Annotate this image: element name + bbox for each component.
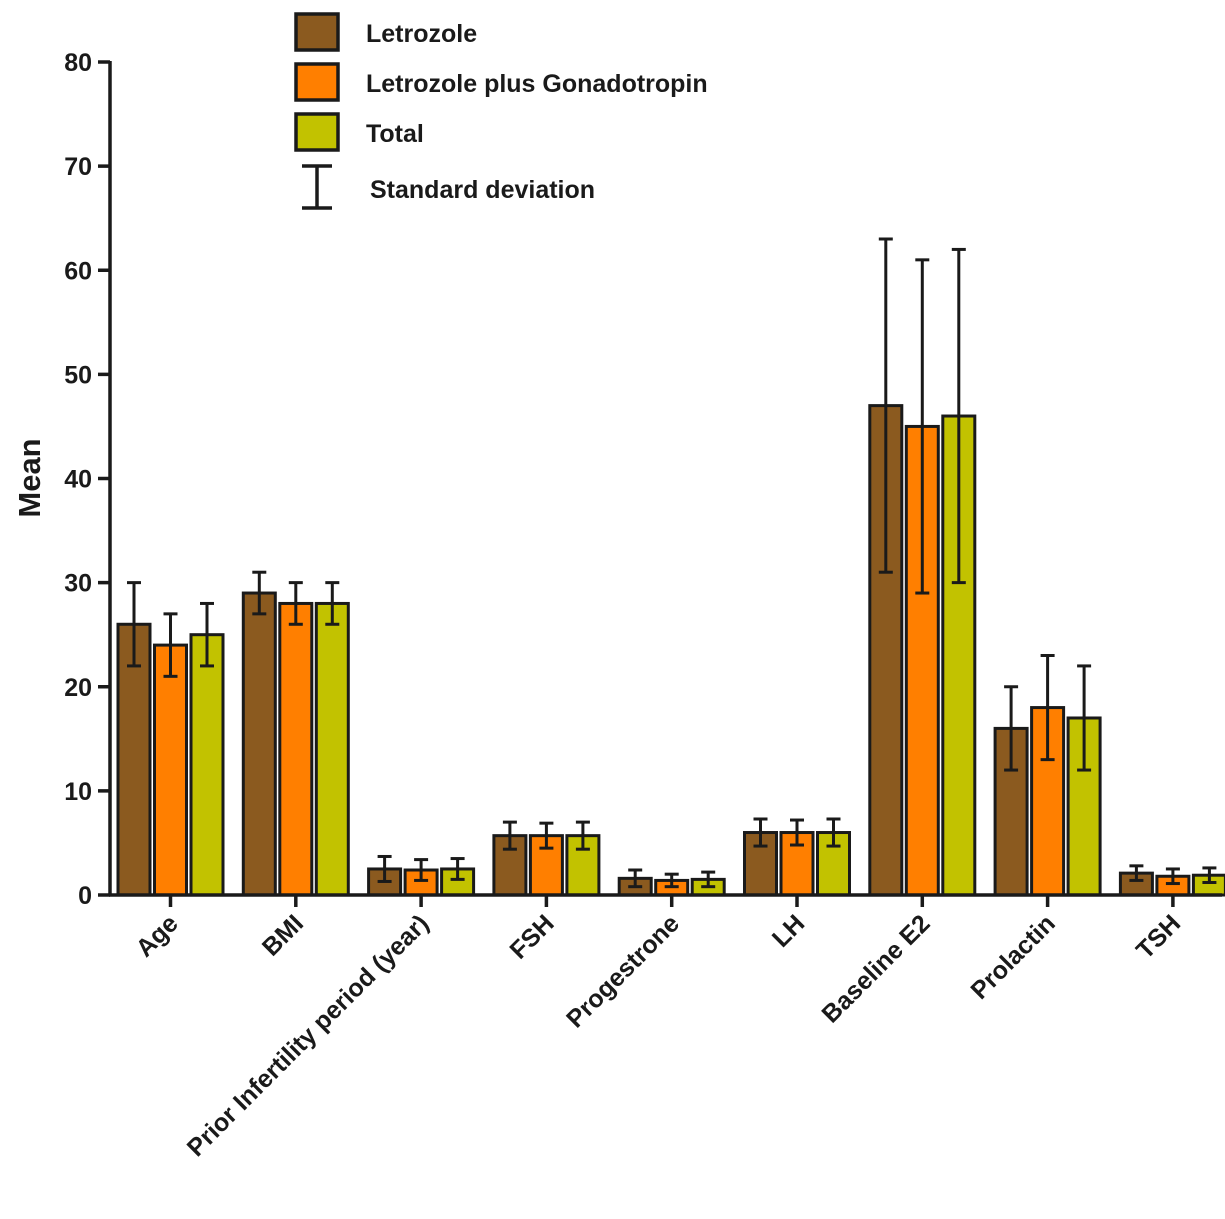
- error-bar-0-1: [163, 612, 178, 678]
- error-bar-4-1: [664, 872, 679, 889]
- error-bar-8-0: [1129, 864, 1144, 882]
- error-bar-5-2: [826, 817, 841, 848]
- legend-swatch-1: [294, 62, 340, 102]
- error-bar-6-1: [915, 258, 930, 595]
- y-tick-label-2: 20: [64, 674, 92, 702]
- y-tick-label-4: 40: [64, 466, 92, 494]
- legend-label-0: Letrozole: [366, 20, 477, 48]
- x-tick-label-3: FSH: [504, 909, 559, 964]
- error-bar-2-0: [377, 854, 392, 883]
- error-bar-7-0: [1004, 685, 1019, 772]
- bar-1-2: [314, 601, 350, 897]
- y-axis-label: Mean: [12, 438, 47, 517]
- y-tick-label-1: 10: [64, 778, 92, 806]
- plot-area: [116, 237, 1225, 897]
- x-tick-label-0: Age: [131, 909, 184, 962]
- error-bar-7-1: [1040, 654, 1055, 762]
- y-tick-label-7: 70: [64, 153, 92, 181]
- error-bar-3-0: [502, 820, 517, 851]
- x-tick-label-5: LH: [767, 909, 810, 952]
- bar-0-1: [153, 643, 188, 897]
- legend: Letrozole Letrozole plus Gonadotropin Tota…: [294, 12, 708, 210]
- legend-label-1: Letrozole plus Gonadotropin: [366, 70, 708, 98]
- error-bar-4-0: [628, 868, 643, 889]
- error-bar-0-0: [127, 581, 141, 668]
- error-bar-1-1: [288, 581, 303, 626]
- error-bar-6-2: [951, 247, 966, 585]
- bar-1-1: [278, 601, 314, 897]
- error-bar-6-0: [878, 237, 893, 574]
- error-bar-5-0: [753, 817, 768, 848]
- legend-swatch-0: [294, 12, 340, 52]
- error-bar-5-1: [790, 818, 804, 847]
- y-tick-label-8: 80: [64, 49, 92, 77]
- y-tick-label-3: 30: [64, 570, 92, 598]
- x-tick-label-2: Prior Infertility period (year): [182, 909, 435, 1162]
- error-bar-1-2: [325, 581, 340, 626]
- bar-1-0: [241, 591, 277, 897]
- error-bar-8-1: [1165, 867, 1180, 886]
- x-tick-label-1: BMI: [257, 909, 309, 961]
- legend-error-bar-symbol: [302, 164, 332, 210]
- error-bar-4-2: [701, 870, 716, 889]
- error-bar-3-2: [575, 820, 590, 851]
- error-bar-7-2: [1077, 664, 1092, 772]
- error-bar-8-2: [1202, 866, 1217, 885]
- error-bar-3-1: [539, 821, 554, 850]
- legend-label-2: Total: [366, 120, 424, 148]
- x-tick-label-4: Progestrone: [561, 909, 685, 1033]
- error-bar-1-0: [252, 570, 267, 616]
- y-tick-label-0: 0: [78, 882, 92, 910]
- y-tick-label-6: 60: [64, 257, 92, 285]
- error-bar-2-2: [450, 857, 465, 881]
- x-tick-label-7: Prolactin: [965, 909, 1060, 1004]
- x-tick-label-6: Baseline E2: [816, 909, 935, 1028]
- error-bar-0-2: [200, 601, 214, 668]
- legend-swatch-2: [294, 112, 340, 152]
- x-tick-label-8: TSH: [1131, 909, 1186, 964]
- y-tick-label-5: 50: [64, 361, 92, 389]
- bar-0-2: [189, 633, 225, 897]
- error-bar-2-1: [414, 858, 429, 882]
- legend-label-error-bar: Standard deviation: [370, 176, 595, 204]
